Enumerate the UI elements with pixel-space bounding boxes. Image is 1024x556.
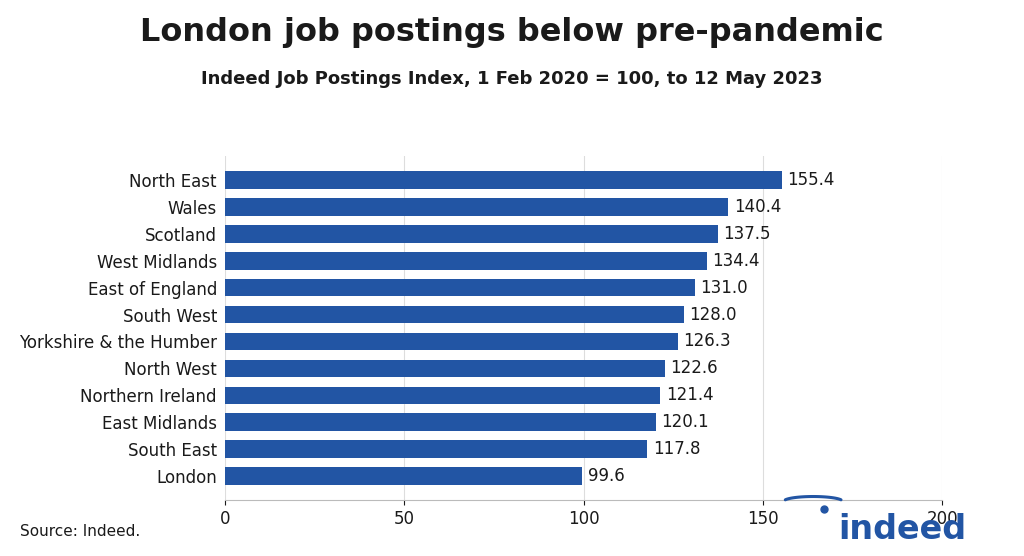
Bar [225, 279, 694, 296]
Text: 155.4: 155.4 [787, 171, 835, 189]
Text: indeed: indeed [838, 513, 967, 546]
Text: Indeed Job Postings Index, 1 Feb 2020 = 100, to 12 May 2023: Indeed Job Postings Index, 1 Feb 2020 = … [202, 70, 822, 87]
Bar [225, 414, 655, 431]
Bar [225, 440, 647, 458]
Text: 140.4: 140.4 [734, 198, 781, 216]
Text: 121.4: 121.4 [666, 386, 714, 404]
Text: 117.8: 117.8 [653, 440, 700, 458]
Bar [225, 225, 718, 242]
Bar [225, 360, 665, 377]
Bar [225, 198, 728, 216]
Text: 137.5: 137.5 [723, 225, 771, 243]
Text: 131.0: 131.0 [700, 279, 748, 297]
Text: Source: Indeed.: Source: Indeed. [20, 524, 140, 539]
Bar [225, 467, 583, 485]
Text: 128.0: 128.0 [689, 306, 737, 324]
Bar [225, 252, 707, 270]
Bar [225, 386, 660, 404]
Text: 122.6: 122.6 [670, 359, 718, 378]
Text: 99.6: 99.6 [588, 467, 625, 485]
Text: 126.3: 126.3 [683, 332, 731, 350]
Text: 134.4: 134.4 [713, 252, 760, 270]
Text: 120.1: 120.1 [662, 413, 709, 431]
Bar [225, 171, 782, 189]
Bar [225, 332, 678, 350]
Text: London job postings below pre-pandemic: London job postings below pre-pandemic [140, 17, 884, 48]
Bar [225, 306, 684, 324]
